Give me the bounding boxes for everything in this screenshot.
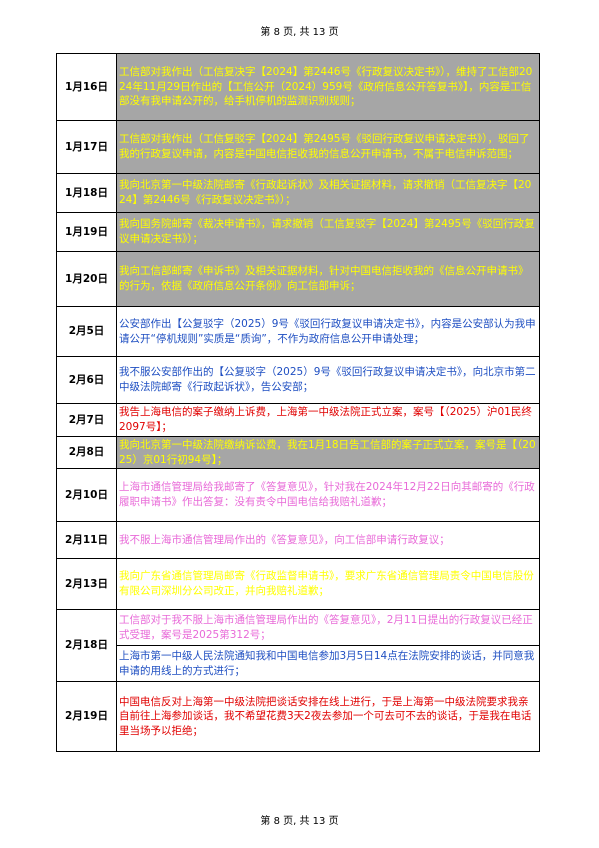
row-content: 工信部对我作出（工信复决字【2024】第2446号《行政复议决定书》），维持了工… <box>116 53 540 121</box>
row-content: 工信部对于我不服上海市通信管理局作出的《答复意见》，2月11日提出的行政复议已经… <box>116 609 540 646</box>
row-content: 上海市第一中级人民法院通知我和中国电信参加3月5日14点在法院安排的谈话，并同意… <box>116 645 540 682</box>
row-date: 2月7日 <box>56 403 117 437</box>
row-date: 1月19日 <box>56 212 117 252</box>
row-content: 我向国务院邮寄《裁决申请书》，请求撤销（工信复驳字【2024】第2495号《驳回… <box>116 212 540 252</box>
row-date: 1月16日 <box>56 53 117 121</box>
table-row: 1月17日 工信部对我作出（工信复驳字【2024】第2495号《驳回行政复议申请… <box>56 120 540 174</box>
row-date: 1月17日 <box>56 120 117 174</box>
row-date: 2月10日 <box>56 468 117 522</box>
table-row: 2月19日 中国电信反对上海第一中级法院把谈话安排在线上进行，于是上海第一中级法… <box>56 681 540 752</box>
page-footer: 第 8 页, 共 13 页 <box>260 816 339 827</box>
row-date: 1月18日 <box>56 173 117 213</box>
row-content: 上海市通信管理局给我邮寄了《答复意见》，针对我在2024年12月22日向其邮寄的… <box>116 468 540 522</box>
table-row: 2月18日 工信部对于我不服上海市通信管理局作出的《答复意见》，2月11日提出的… <box>56 609 540 682</box>
row-content: 我不服公安部作出的【公复驳字（2025）9号《驳回行政复议申请决定书》，向北京市… <box>116 356 540 404</box>
row-content: 我不服上海市通信管理局作出的《答复意见》，向工信部申请行政复议； <box>116 521 540 559</box>
table-row: 1月20日 我向工信部邮寄《申诉书》及相关证据材料，针对中国电信拒收我的《信息公… <box>56 251 540 307</box>
row-date: 2月5日 <box>56 306 117 357</box>
table-row: 1月18日 我向北京第一中级法院邮寄《行政起诉状》及相关证据材料，请求撤销（工信… <box>56 173 540 213</box>
row-content: 我告上海电信的案子缴纳上诉费，上海第一中级法院正式立案，案号【（2025）沪01… <box>116 403 540 437</box>
row-content: 工信部对我作出（工信复驳字【2024】第2495号《驳回行政复议申请决定书》），… <box>116 120 540 174</box>
row-date: 2月18日 <box>56 609 117 682</box>
table-row: 2月11日 我不服上海市通信管理局作出的《答复意见》，向工信部申请行政复议； <box>56 521 540 559</box>
row-content: 我向北京第一中级法院邮寄《行政起诉状》及相关证据材料，请求撤销（工信复决字【20… <box>116 173 540 213</box>
table-row: 上海市第一中级人民法院通知我和中国电信参加3月5日14点在法院安排的谈话，并同意… <box>57 645 540 682</box>
row-content: 中国电信反对上海第一中级法院把谈话安排在线上进行，于是上海第一中级法院要求我亲自… <box>116 681 540 752</box>
table-row: 2月13日 我向广东省通信管理局邮寄《行政监督申请书》，要求广东省通信管理局责令… <box>56 558 540 610</box>
table-row: 1月19日 我向国务院邮寄《裁决申请书》，请求撤销（工信复驳字【2024】第24… <box>56 212 540 252</box>
table-row: 2月5日 公安部作出【公复驳字（2025）9号《驳回行政复议申请决定书》，内容是… <box>56 306 540 357</box>
row-date: 2月19日 <box>56 681 117 752</box>
table-row: 2月7日 我告上海电信的案子缴纳上诉费，上海第一中级法院正式立案，案号【（202… <box>56 403 540 437</box>
row-content: 我向北京第一中级法院缴纳诉讼费，我在1月18日告工信部的案子正式立案，案号是【（… <box>116 436 540 469</box>
row-date: 2月11日 <box>56 521 117 559</box>
table-row: 2月8日 我向北京第一中级法院缴纳诉讼费，我在1月18日告工信部的案子正式立案，… <box>56 436 540 469</box>
row-date: 1月20日 <box>56 251 117 307</box>
row-date: 2月13日 <box>56 558 117 610</box>
table-row: 2月6日 我不服公安部作出的【公复驳字（2025）9号《驳回行政复议申请决定书》… <box>56 356 540 404</box>
page-header: 第 8 页, 共 13 页 <box>260 27 339 38</box>
row-content: 我向广东省通信管理局邮寄《行政监督申请书》，要求广东省通信管理局责令中国电信股份… <box>116 558 540 610</box>
event-log-table: 1月16日 工信部对我作出（工信复决字【2024】第2446号《行政复议决定书》… <box>56 53 540 752</box>
row-date: 2月8日 <box>56 436 117 469</box>
row-content: 我向工信部邮寄《申诉书》及相关证据材料，针对中国电信拒收我的《信息公开申请书》的… <box>116 251 540 307</box>
row-content: 公安部作出【公复驳字（2025）9号《驳回行政复议申请决定书》，内容是公安部认为… <box>116 306 540 357</box>
table-row: 2月10日 上海市通信管理局给我邮寄了《答复意见》，针对我在2024年12月22… <box>56 468 540 522</box>
table-row: 1月16日 工信部对我作出（工信复决字【2024】第2446号《行政复议决定书》… <box>56 53 540 121</box>
row-date: 2月6日 <box>56 356 117 404</box>
